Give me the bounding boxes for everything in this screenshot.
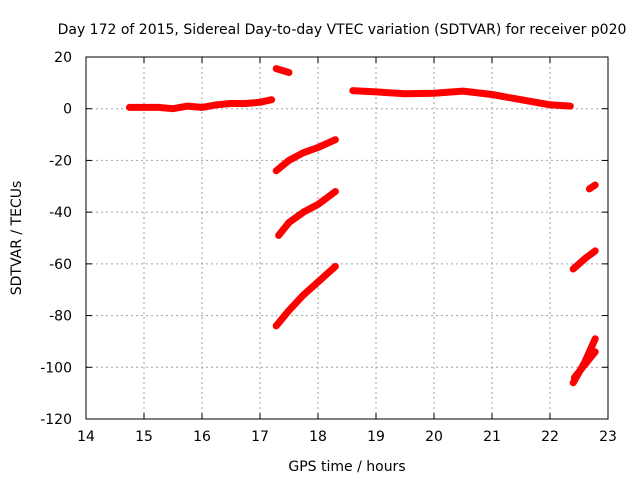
series-arc-8 [569, 247, 599, 273]
x-tick-label: 15 [135, 429, 153, 445]
y-tick-label: -40 [49, 205, 72, 221]
data-series [126, 65, 599, 387]
series-arc-1 [126, 96, 276, 113]
y-tick-label: -60 [49, 257, 72, 273]
x-tick-label: 19 [367, 429, 385, 445]
series-arc-6 [349, 87, 574, 110]
x-tick-label: 21 [483, 429, 501, 445]
plot-border [85, 56, 609, 420]
y-axis-label: SDTVAR / TECUs [9, 181, 25, 296]
chart-title: Day 172 of 2015, Sidereal Day-to-day VTE… [58, 22, 627, 38]
series-arc-4 [275, 188, 339, 239]
axis-ticks [85, 56, 609, 420]
x-tick-label: 23 [599, 429, 617, 445]
series-arc-7 [585, 181, 599, 193]
y-tick-label: -20 [49, 153, 72, 169]
x-tick-label: 22 [541, 429, 559, 445]
y-tick-label: 20 [54, 50, 72, 66]
grid [86, 57, 608, 419]
x-tick-label: 17 [251, 429, 269, 445]
y-tick-label: 0 [63, 102, 72, 118]
y-tick-label: -80 [49, 309, 72, 325]
x-tick-label: 14 [77, 429, 95, 445]
series-arc-10 [570, 348, 599, 382]
x-axis-label: GPS time / hours [288, 459, 405, 475]
x-tick-labels: 14 15 16 17 18 19 20 21 22 23 [77, 429, 617, 445]
series-arc-5 [272, 262, 339, 330]
y-tick-label: -120 [40, 412, 72, 428]
series-arc-3 [272, 136, 339, 175]
x-tick-label: 20 [425, 429, 443, 445]
x-tick-label: 16 [193, 429, 211, 445]
series-arc-2 [272, 65, 293, 76]
x-tick-label: 18 [309, 429, 327, 445]
y-tick-labels: -120 -100 -80 -60 -40 -20 0 20 [40, 50, 72, 428]
y-tick-label: -100 [40, 360, 72, 376]
